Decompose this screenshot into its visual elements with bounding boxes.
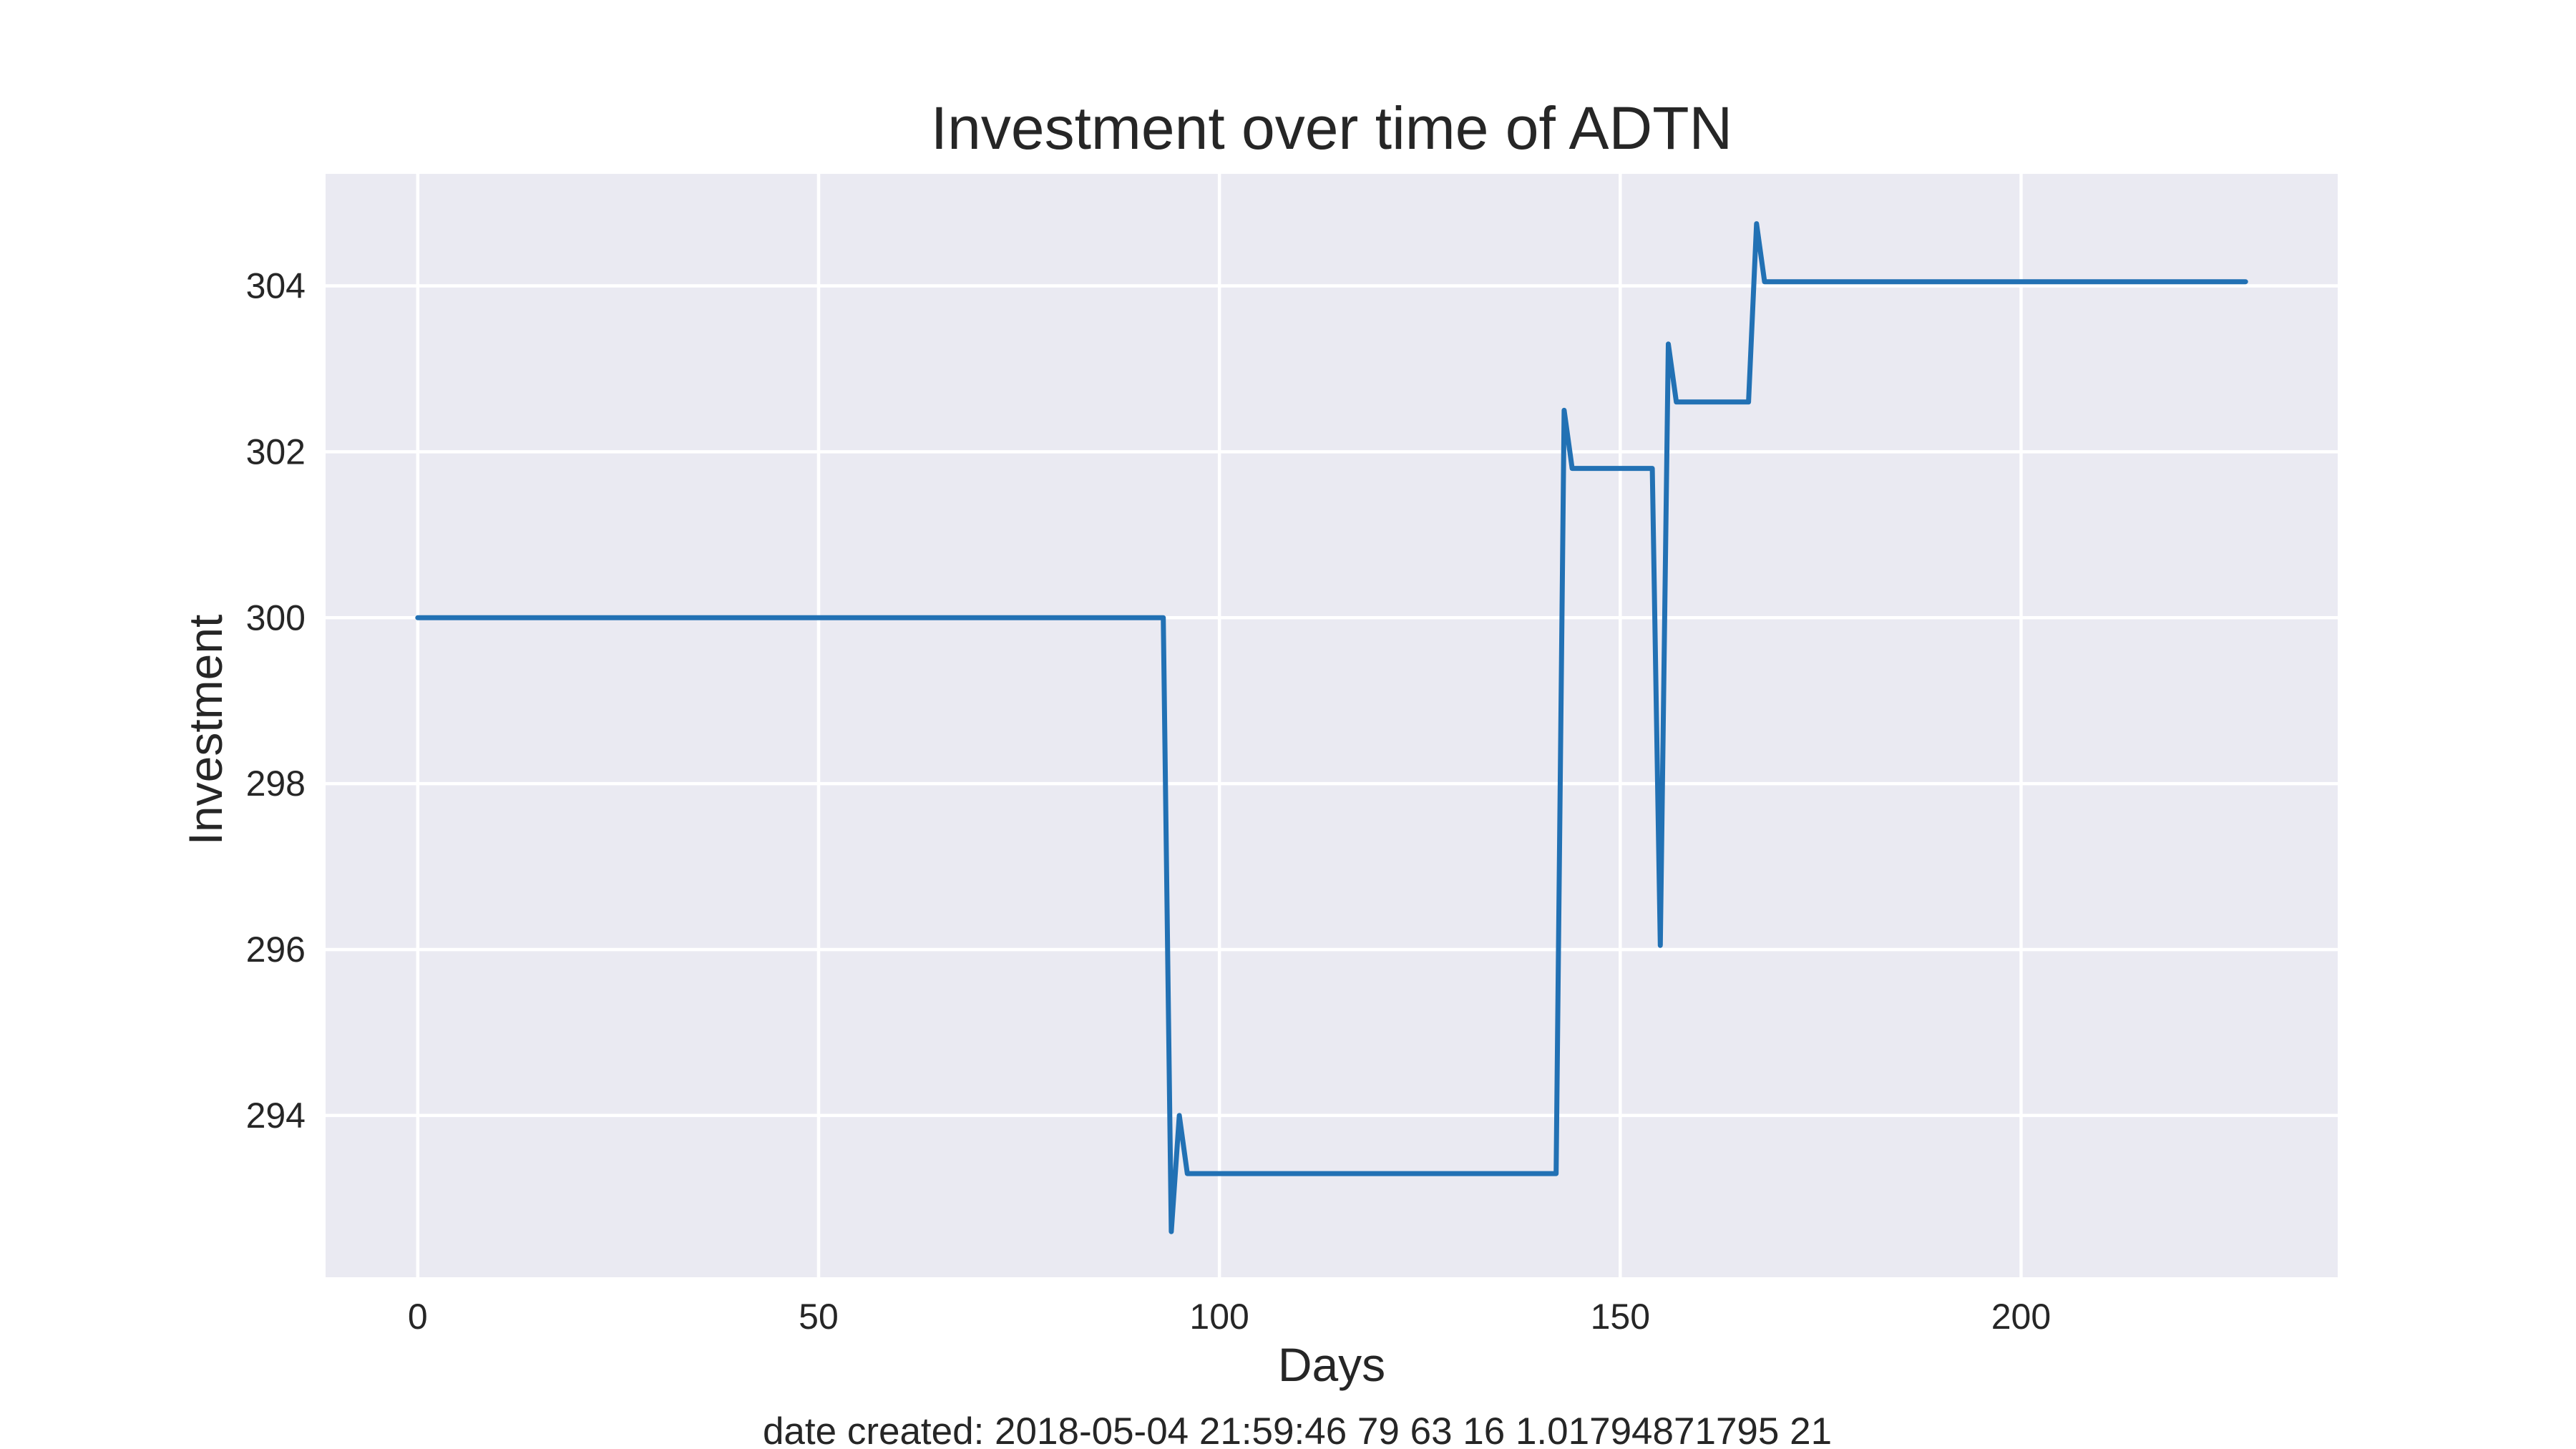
footer-date-created: date created: 2018-05-04 21:59:46 79 63 … xyxy=(763,1410,1832,1449)
x-tick-label: 50 xyxy=(799,1297,839,1337)
y-axis-label: Investment xyxy=(179,615,232,846)
x-tick-label: 0 xyxy=(408,1297,428,1337)
series-layer xyxy=(415,221,2248,1234)
y-tick-label: 300 xyxy=(246,597,306,638)
x-axis-ticks: 0 50 100 150 200 xyxy=(408,1297,2051,1337)
chart-title: Investment over time of ADTN xyxy=(931,94,1732,162)
y-tick-label: 302 xyxy=(246,431,306,472)
series-line xyxy=(415,221,2248,1234)
y-tick-label: 296 xyxy=(246,930,306,970)
x-tick-label: 150 xyxy=(1591,1297,1650,1337)
x-tick-label: 100 xyxy=(1189,1297,1249,1337)
plot-area xyxy=(326,174,2338,1277)
y-tick-label: 298 xyxy=(246,763,306,804)
x-axis-label: Days xyxy=(1278,1338,1385,1391)
y-tick-label: 294 xyxy=(246,1096,306,1136)
y-axis-ticks: 294 296 298 300 302 304 xyxy=(246,266,306,1136)
y-tick-label: 304 xyxy=(246,266,306,306)
grid xyxy=(326,174,2338,1277)
x-tick-label: 200 xyxy=(1991,1297,2051,1337)
